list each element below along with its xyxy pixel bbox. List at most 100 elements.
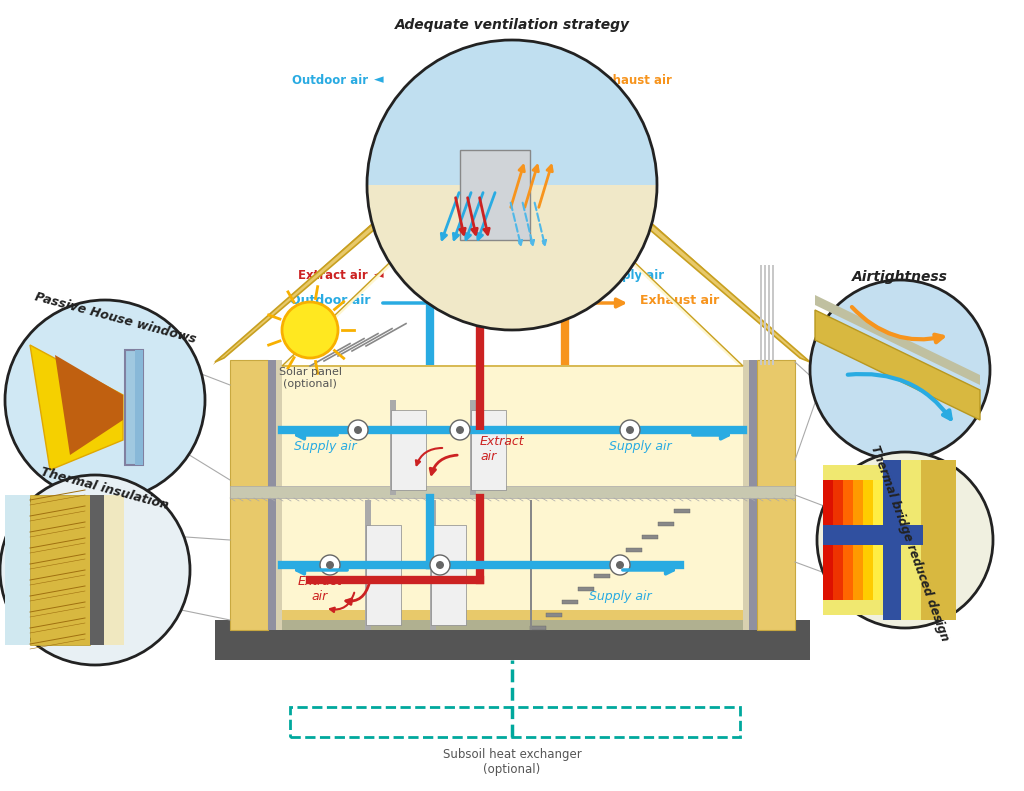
FancyBboxPatch shape — [853, 480, 865, 600]
FancyBboxPatch shape — [757, 360, 795, 630]
FancyBboxPatch shape — [863, 480, 874, 600]
FancyBboxPatch shape — [462, 180, 522, 260]
Polygon shape — [30, 345, 123, 470]
Text: Supply air: Supply air — [597, 268, 665, 282]
FancyBboxPatch shape — [901, 460, 921, 620]
Circle shape — [810, 280, 990, 460]
Circle shape — [348, 420, 368, 440]
Text: Supply air: Supply air — [608, 440, 672, 453]
Circle shape — [321, 555, 340, 575]
Text: Solar panel
(optional): Solar panel (optional) — [279, 367, 341, 388]
FancyBboxPatch shape — [921, 460, 956, 620]
Circle shape — [620, 420, 640, 440]
FancyBboxPatch shape — [743, 360, 749, 630]
FancyBboxPatch shape — [658, 522, 674, 526]
Text: Outdoor air: Outdoor air — [292, 74, 368, 86]
Circle shape — [354, 426, 362, 434]
Circle shape — [5, 300, 205, 500]
FancyBboxPatch shape — [642, 535, 658, 539]
FancyBboxPatch shape — [30, 495, 90, 645]
Text: ◄: ◄ — [590, 74, 600, 86]
Circle shape — [817, 452, 993, 628]
FancyBboxPatch shape — [125, 350, 143, 465]
Text: Passive House windows: Passive House windows — [33, 290, 198, 346]
Circle shape — [616, 561, 624, 569]
Text: Thermal insulation: Thermal insulation — [40, 465, 170, 512]
FancyBboxPatch shape — [768, 265, 770, 365]
Circle shape — [436, 561, 444, 569]
FancyBboxPatch shape — [833, 480, 845, 600]
Polygon shape — [367, 185, 657, 330]
FancyBboxPatch shape — [764, 265, 766, 365]
FancyBboxPatch shape — [873, 480, 885, 600]
Circle shape — [450, 420, 470, 440]
FancyBboxPatch shape — [215, 620, 810, 660]
FancyBboxPatch shape — [431, 525, 466, 625]
Polygon shape — [367, 40, 657, 185]
Text: Supply air: Supply air — [294, 440, 356, 453]
FancyBboxPatch shape — [610, 561, 626, 565]
Polygon shape — [282, 145, 743, 370]
Circle shape — [326, 561, 334, 569]
FancyBboxPatch shape — [230, 360, 268, 630]
FancyBboxPatch shape — [578, 587, 594, 591]
FancyBboxPatch shape — [470, 400, 476, 495]
FancyBboxPatch shape — [674, 509, 690, 513]
Circle shape — [456, 426, 464, 434]
Text: Extract
air: Extract air — [298, 575, 342, 603]
FancyBboxPatch shape — [90, 495, 104, 645]
FancyBboxPatch shape — [5, 495, 30, 645]
Text: Thermal bridge reduced design: Thermal bridge reduced design — [868, 444, 951, 643]
Circle shape — [430, 555, 450, 575]
FancyBboxPatch shape — [883, 460, 901, 620]
FancyBboxPatch shape — [843, 480, 855, 600]
FancyBboxPatch shape — [562, 600, 578, 604]
FancyBboxPatch shape — [366, 525, 401, 625]
FancyBboxPatch shape — [230, 610, 795, 625]
Text: Subsoil heat exchanger
(optional): Subsoil heat exchanger (optional) — [442, 748, 582, 776]
FancyBboxPatch shape — [530, 500, 532, 630]
Polygon shape — [467, 165, 517, 180]
FancyBboxPatch shape — [282, 365, 743, 495]
FancyBboxPatch shape — [626, 548, 642, 552]
FancyBboxPatch shape — [276, 360, 282, 630]
FancyBboxPatch shape — [530, 626, 546, 630]
Text: Adequate ventilation strategy: Adequate ventilation strategy — [394, 18, 630, 32]
FancyBboxPatch shape — [230, 486, 795, 498]
Text: Exhaust air: Exhaust air — [640, 293, 719, 306]
Polygon shape — [815, 295, 980, 385]
Circle shape — [0, 475, 190, 665]
Polygon shape — [55, 355, 123, 455]
FancyBboxPatch shape — [230, 620, 795, 630]
Circle shape — [626, 426, 634, 434]
FancyBboxPatch shape — [390, 400, 396, 495]
FancyBboxPatch shape — [546, 613, 562, 617]
FancyBboxPatch shape — [365, 500, 371, 630]
FancyBboxPatch shape — [772, 265, 774, 365]
Text: Extract
air: Extract air — [480, 435, 524, 463]
FancyBboxPatch shape — [760, 265, 762, 365]
FancyBboxPatch shape — [430, 500, 436, 630]
Polygon shape — [815, 310, 980, 420]
FancyBboxPatch shape — [749, 360, 757, 630]
Polygon shape — [213, 98, 812, 365]
Polygon shape — [215, 102, 810, 362]
FancyBboxPatch shape — [823, 480, 835, 600]
FancyBboxPatch shape — [823, 465, 913, 615]
FancyBboxPatch shape — [391, 410, 426, 490]
FancyBboxPatch shape — [594, 574, 610, 578]
FancyBboxPatch shape — [268, 360, 276, 630]
Text: ◄: ◄ — [374, 74, 384, 86]
FancyBboxPatch shape — [282, 495, 743, 630]
FancyBboxPatch shape — [135, 350, 143, 465]
Text: Exhaust air: Exhaust air — [597, 74, 672, 86]
Text: Supply air: Supply air — [589, 590, 651, 603]
Text: Airtightness: Airtightness — [852, 270, 948, 284]
Text: Extract air: Extract air — [298, 268, 368, 282]
FancyBboxPatch shape — [471, 410, 506, 490]
FancyBboxPatch shape — [823, 525, 923, 545]
FancyBboxPatch shape — [460, 150, 530, 240]
Circle shape — [282, 302, 338, 358]
Text: Outdoor air: Outdoor air — [290, 293, 370, 306]
Text: ◄: ◄ — [590, 268, 599, 282]
